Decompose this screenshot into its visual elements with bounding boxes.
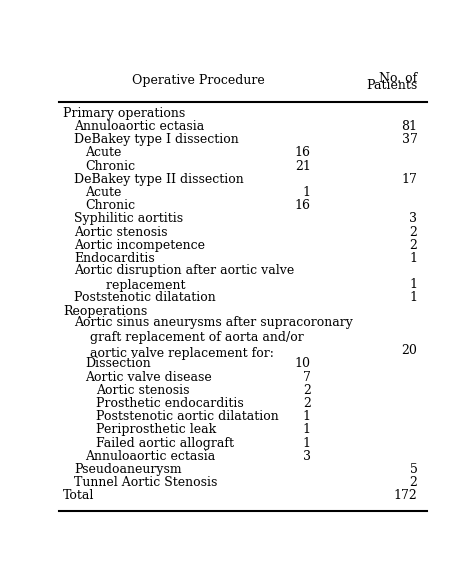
Text: Total: Total xyxy=(63,489,94,503)
Text: Aortic disruption after aortic valve
        replacement: Aortic disruption after aortic valve rep… xyxy=(74,264,294,293)
Text: 2: 2 xyxy=(303,397,311,410)
Text: 10: 10 xyxy=(295,357,311,370)
Text: 16: 16 xyxy=(295,199,311,212)
Text: Syphilitic aortitis: Syphilitic aortitis xyxy=(74,212,183,226)
Text: 1: 1 xyxy=(410,252,418,265)
Text: 21: 21 xyxy=(295,160,311,173)
Text: Acute: Acute xyxy=(85,146,121,159)
Text: Poststenotic aortic dilatation: Poststenotic aortic dilatation xyxy=(96,410,279,423)
Text: Aortic stenosis: Aortic stenosis xyxy=(96,384,190,397)
Text: Primary operations: Primary operations xyxy=(63,107,185,120)
Text: No. of: No. of xyxy=(379,72,418,85)
Text: Poststenotic dilatation: Poststenotic dilatation xyxy=(74,292,216,304)
Text: DeBakey type II dissection: DeBakey type II dissection xyxy=(74,173,244,186)
Text: Acute: Acute xyxy=(85,186,121,199)
Text: 1: 1 xyxy=(303,437,311,449)
Text: Aortic sinus aneurysms after supracoronary
    graft replacement of aorta and/or: Aortic sinus aneurysms after supracorona… xyxy=(74,315,353,360)
Text: 172: 172 xyxy=(394,489,418,503)
Text: 16: 16 xyxy=(295,146,311,159)
Text: 3: 3 xyxy=(303,449,311,463)
Text: 5: 5 xyxy=(410,463,418,476)
Text: 37: 37 xyxy=(401,134,418,146)
Text: 20: 20 xyxy=(401,344,418,357)
Text: Reoperations: Reoperations xyxy=(63,305,147,318)
Text: 1: 1 xyxy=(303,410,311,423)
Text: Pseudoaneurysm: Pseudoaneurysm xyxy=(74,463,182,476)
Text: 3: 3 xyxy=(410,212,418,226)
Text: Prosthetic endocarditis: Prosthetic endocarditis xyxy=(96,397,244,410)
Text: Annuloaortic ectasia: Annuloaortic ectasia xyxy=(74,120,204,133)
Text: DeBakey type I dissection: DeBakey type I dissection xyxy=(74,134,239,146)
Text: 2: 2 xyxy=(303,384,311,397)
Text: Aortic incompetence: Aortic incompetence xyxy=(74,239,205,252)
Text: 1: 1 xyxy=(410,278,418,292)
Text: Periprosthetic leak: Periprosthetic leak xyxy=(96,423,216,436)
Text: Patients: Patients xyxy=(366,79,418,92)
Text: 7: 7 xyxy=(303,371,311,384)
Text: Chronic: Chronic xyxy=(85,160,135,173)
Text: Chronic: Chronic xyxy=(85,199,135,212)
Text: Aortic valve disease: Aortic valve disease xyxy=(85,371,212,384)
Text: 17: 17 xyxy=(401,173,418,186)
Text: 2: 2 xyxy=(410,239,418,252)
Text: 1: 1 xyxy=(410,292,418,304)
Text: Annuloaortic ectasia: Annuloaortic ectasia xyxy=(85,449,215,463)
Text: 1: 1 xyxy=(303,186,311,199)
Text: Aortic stenosis: Aortic stenosis xyxy=(74,226,167,238)
Text: 2: 2 xyxy=(410,226,418,238)
Text: Operative Procedure: Operative Procedure xyxy=(132,74,265,87)
Text: Endocarditis: Endocarditis xyxy=(74,252,155,265)
Text: 81: 81 xyxy=(401,120,418,133)
Text: Tunnel Aortic Stenosis: Tunnel Aortic Stenosis xyxy=(74,476,217,489)
Text: 2: 2 xyxy=(410,476,418,489)
Text: 1: 1 xyxy=(303,423,311,436)
Text: Failed aortic allograft: Failed aortic allograft xyxy=(96,437,234,449)
Text: Dissection: Dissection xyxy=(85,357,151,370)
